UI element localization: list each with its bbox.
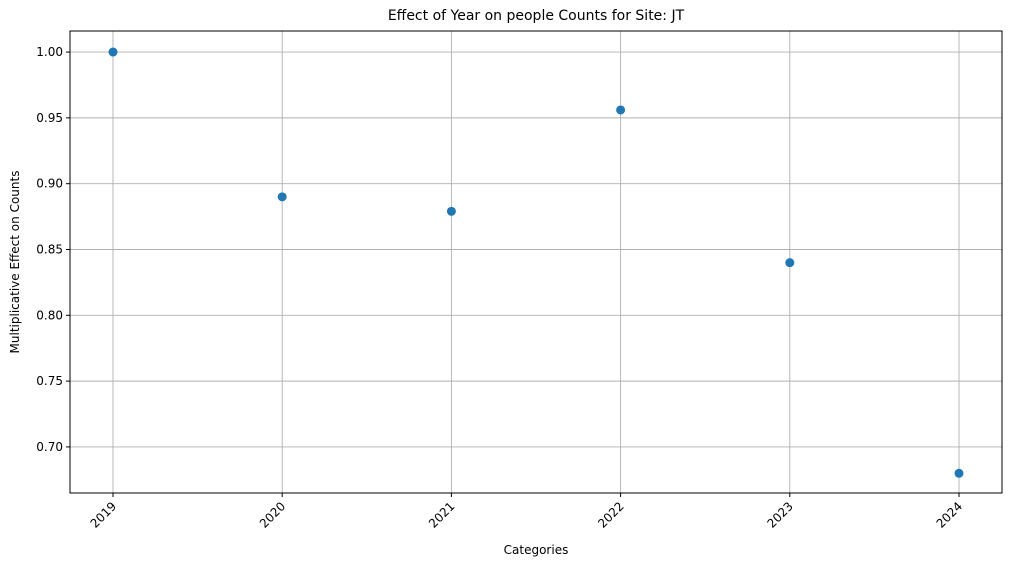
x-tick-label: 2023 — [764, 499, 795, 530]
grid — [70, 31, 1002, 493]
plot-area-border — [69, 30, 1003, 494]
y-tick-label: 0.75 — [36, 374, 63, 388]
data-point — [277, 192, 287, 202]
y-tick-label: 0.85 — [36, 242, 63, 256]
x-axis-ticks: 2019 2020 2021 2022 2023 2024 — [88, 493, 965, 531]
x-tick-label: 2020 — [257, 499, 288, 530]
x-axis-label: Categories — [504, 543, 569, 557]
y-axis-ticks: 0.70 0.75 0.80 0.85 0.90 0.95 1.00 — [36, 45, 70, 454]
data-point — [108, 47, 118, 57]
y-tick-label: 1.00 — [36, 45, 63, 59]
chart-title: Effect of Year on people Counts for Site… — [388, 8, 685, 24]
x-tick-label: 2019 — [88, 499, 119, 530]
data-point — [785, 258, 795, 268]
y-tick-label: 0.95 — [36, 111, 63, 125]
data-point — [954, 468, 964, 478]
y-axis-label: Multiplicative Effect on Counts — [8, 171, 22, 354]
y-tick-label: 0.80 — [36, 308, 63, 322]
data-point — [446, 206, 456, 216]
x-tick-label: 2022 — [595, 499, 626, 530]
data-points — [108, 47, 964, 478]
data-point — [616, 105, 626, 115]
x-tick-label: 2024 — [934, 499, 965, 530]
y-tick-label: 0.70 — [36, 440, 63, 454]
y-tick-label: 0.90 — [36, 177, 63, 191]
x-tick-label: 2021 — [426, 499, 457, 530]
axes-frame — [69, 30, 1003, 494]
